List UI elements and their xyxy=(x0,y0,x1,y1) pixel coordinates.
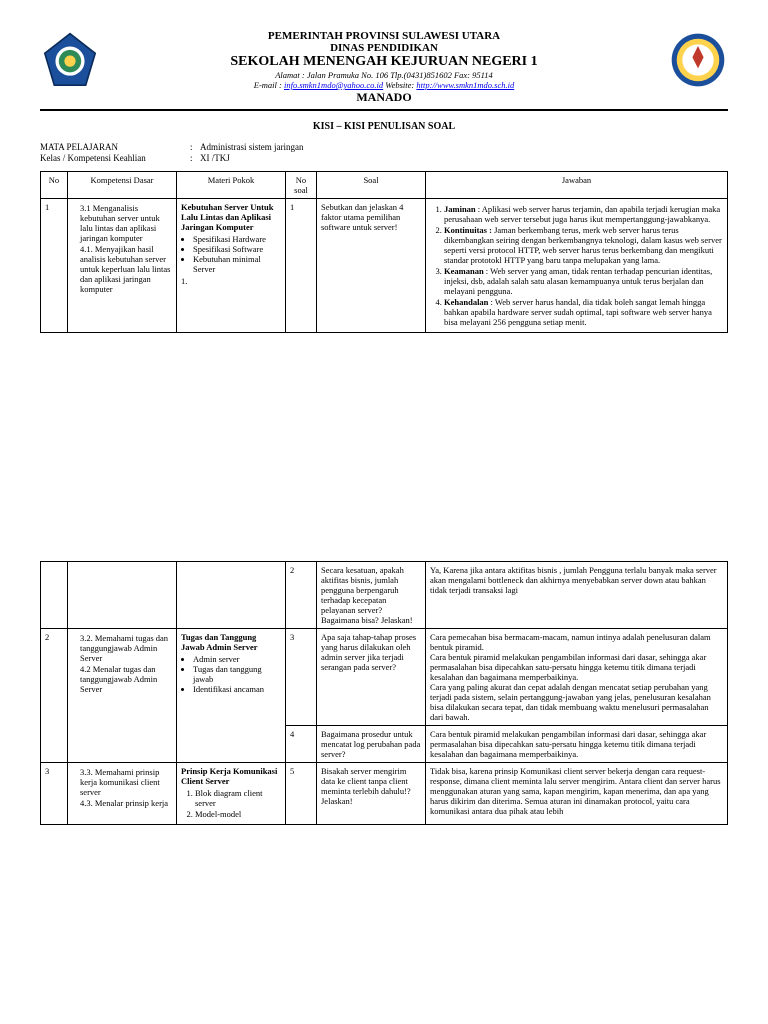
col-nosoal: No soal xyxy=(286,172,317,199)
cell-no: 2 xyxy=(41,629,68,763)
header-contact: E-mail : info.smkn1mdo@yahoo.co.id Websi… xyxy=(106,80,662,90)
email-link[interactable]: info.smkn1mdo@yahoo.co.id xyxy=(284,80,383,90)
cell-no: 1 xyxy=(41,199,68,333)
col-no: No xyxy=(41,172,68,199)
meta-mapel: MATA PELAJARAN : Administrasi sistem jar… xyxy=(40,142,728,152)
table-row: 2 Secara kesatuan, apakah aktifitas bisn… xyxy=(41,562,728,629)
cell-jawaban: Cara bentuk piramid melakukan pengambila… xyxy=(426,726,728,763)
cell-nosoal: 5 xyxy=(286,763,317,825)
header-address: Alamat : Jalan Pramuka No. 106 Tlp.(0431… xyxy=(106,70,662,80)
table-row: 3 3.3. Memahami prinsip kerja komunikasi… xyxy=(41,763,728,825)
col-kd: Kompetensi Dasar xyxy=(68,172,177,199)
logo-right xyxy=(668,30,728,90)
page-gap xyxy=(40,333,728,553)
document-header: PEMERINTAH PROVINSI SULAWESI UTARA DINAS… xyxy=(40,30,728,111)
cell-soal: Secara kesatuan, apakah aktifitas bisnis… xyxy=(317,562,426,629)
cell-kd: 3.1 Menganalisis kebutuhan server untuk … xyxy=(68,199,177,333)
col-materi: Materi Pokok xyxy=(177,172,286,199)
meta-kelas-value: XI /TKJ xyxy=(200,153,230,163)
cell-nosoal: 3 xyxy=(286,629,317,726)
main-table-page2: 2 Secara kesatuan, apakah aktifitas bisn… xyxy=(40,561,728,825)
cell-kd: 3.2. Memahami tugas dan tanggungjawab Ad… xyxy=(68,629,177,763)
header-city: MANADO xyxy=(106,90,662,105)
table-row: 2 3.2. Memahami tugas dan tanggungjawab … xyxy=(41,629,728,726)
website-label: Website: xyxy=(383,80,416,90)
website-link[interactable]: http://www.smkn1mdo.sch.id xyxy=(416,80,514,90)
main-table-page1: No Kompetensi Dasar Materi Pokok No soal… xyxy=(40,171,728,333)
logo-left xyxy=(40,30,100,90)
cell-jawaban: Ya, Karena jika antara aktifitas bisnis … xyxy=(426,562,728,629)
header-line1: PEMERINTAH PROVINSI SULAWESI UTARA xyxy=(106,30,662,42)
cell-kd xyxy=(68,562,177,629)
cell-soal: Apa saja tahap-tahap proses yang harus d… xyxy=(317,629,426,726)
cell-soal: Sebutkan dan jelaskan 4 faktor utama pem… xyxy=(317,199,426,333)
meta-mapel-value: Administrasi sistem jaringan xyxy=(200,142,304,152)
meta-kelas: Kelas / Kompetensi Keahlian : XI /TKJ xyxy=(40,153,728,163)
cell-nosoal: 2 xyxy=(286,562,317,629)
cell-jawaban: Cara pemecahan bisa bermacam-macam, namu… xyxy=(426,629,728,726)
cell-nosoal: 1 xyxy=(286,199,317,333)
cell-no xyxy=(41,562,68,629)
cell-materi: Kebutuhan Server Untuk Lalu Lintas dan A… xyxy=(177,199,286,333)
header-line3: SEKOLAH MENENGAH KEJURUAN NEGERI 1 xyxy=(106,54,662,70)
cell-kd: 3.3. Memahami prinsip kerja komunikasi c… xyxy=(68,763,177,825)
cell-soal: Bisakah server mengirim data ke client t… xyxy=(317,763,426,825)
col-soal: Soal xyxy=(317,172,426,199)
cell-nosoal: 4 xyxy=(286,726,317,763)
table-header-row: No Kompetensi Dasar Materi Pokok No soal… xyxy=(41,172,728,199)
cell-materi: Prinsip Kerja Komunikasi Client Server B… xyxy=(177,763,286,825)
cell-jawaban: Tidak bisa, karena prinsip Komunikasi cl… xyxy=(426,763,728,825)
cell-no: 3 xyxy=(41,763,68,825)
meta-mapel-label: MATA PELAJARAN xyxy=(40,142,190,152)
cell-materi: Tugas dan Tanggung Jawab Admin Server Ad… xyxy=(177,629,286,763)
email-label: E-mail : xyxy=(254,80,284,90)
table-row: 1 3.1 Menganalisis kebutuhan server untu… xyxy=(41,199,728,333)
meta-kelas-label: Kelas / Kompetensi Keahlian xyxy=(40,153,190,163)
header-line2: DINAS PENDIDIKAN xyxy=(106,42,662,54)
header-center: PEMERINTAH PROVINSI SULAWESI UTARA DINAS… xyxy=(100,30,668,105)
cell-jawaban: Jaminan : Aplikasi web server harus terj… xyxy=(426,199,728,333)
document-title: KISI – KISI PENULISAN SOAL xyxy=(40,121,728,132)
cell-materi xyxy=(177,562,286,629)
cell-soal: Bagaimana prosedur untuk mencatat log pe… xyxy=(317,726,426,763)
col-jawaban: Jawaban xyxy=(426,172,728,199)
